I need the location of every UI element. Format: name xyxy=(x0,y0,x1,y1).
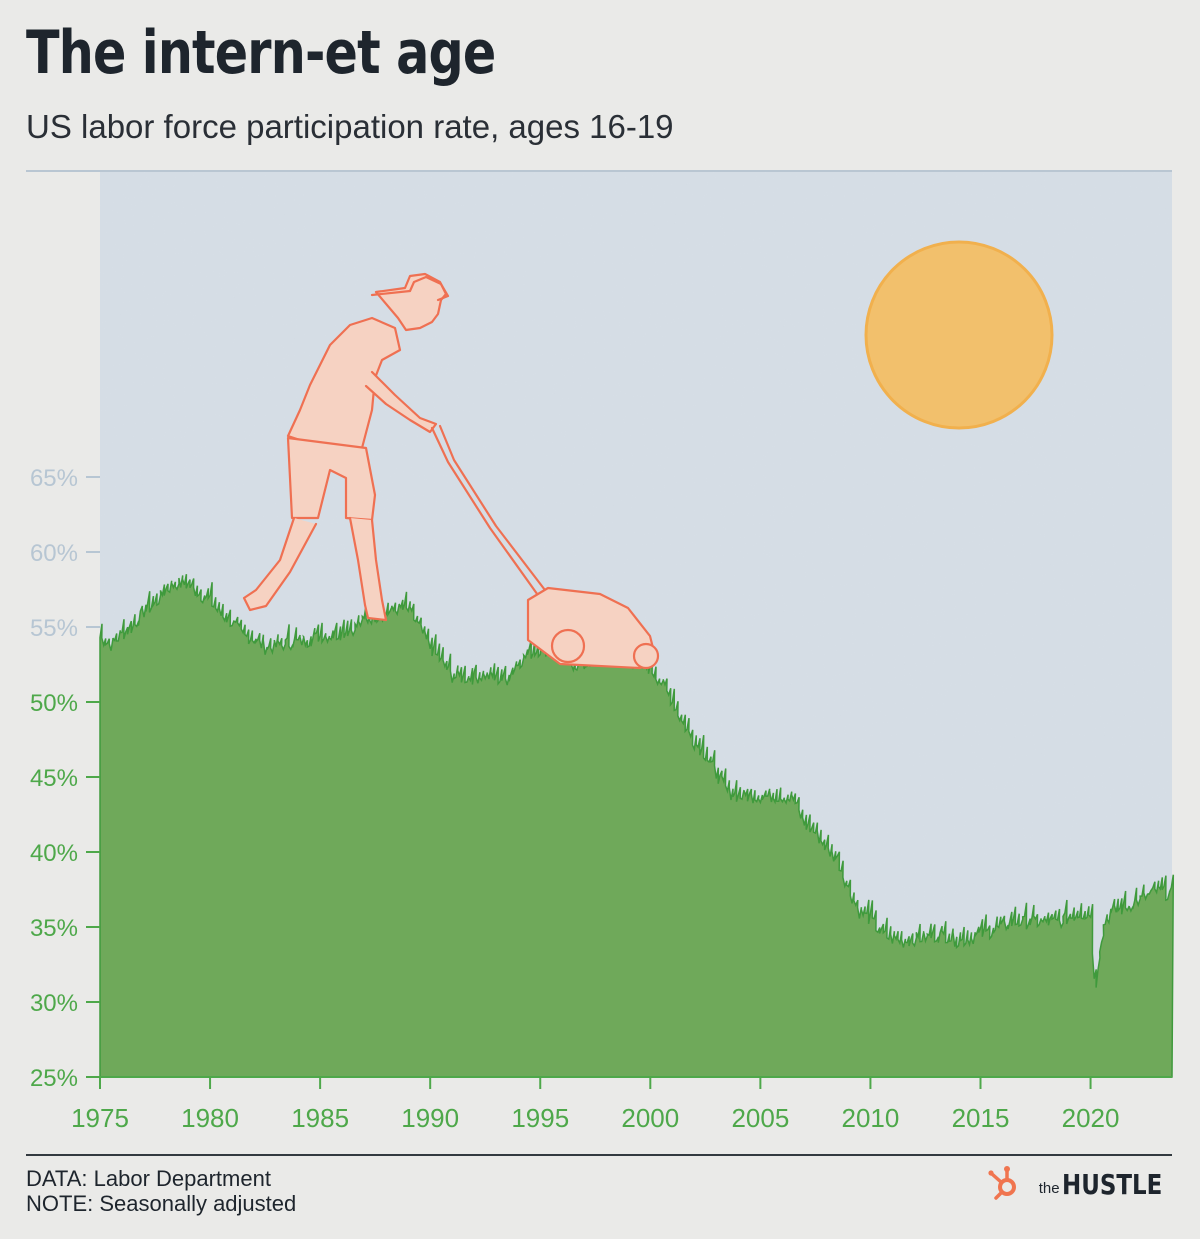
lawn-mowing-teen-illustration xyxy=(242,272,660,670)
y-tick-label: 35% xyxy=(30,915,78,942)
y-tick-label: 30% xyxy=(30,990,78,1017)
x-tick-label: 2020 xyxy=(1062,1103,1120,1133)
mower-rear-wheel xyxy=(550,628,586,664)
x-tick-label: 1985 xyxy=(291,1103,349,1133)
x-tick-label: 2010 xyxy=(842,1103,900,1133)
x-tick-label: 2015 xyxy=(952,1103,1010,1133)
y-axis: 25% 30% 35% 40% 45% 50% 55% 60% 65% xyxy=(30,465,100,1092)
mower-front-wheel xyxy=(632,642,660,670)
y-tick-label: 55% xyxy=(30,615,78,642)
participation-area-chart: 25% 30% 35% 40% 45% 50% 55% 60% 65% 1975 1980 1985… xyxy=(30,172,1175,1133)
seasonal-adjustment-note: NOTE: Seasonally adjusted xyxy=(26,1191,297,1216)
x-tick-label: 2005 xyxy=(731,1103,789,1133)
chart-subtitle: US labor force participation rate, ages … xyxy=(26,108,674,145)
x-tick-label: 1980 xyxy=(181,1103,239,1133)
sun xyxy=(864,240,1054,430)
x-tick-label: 2000 xyxy=(621,1103,679,1133)
cap xyxy=(370,275,450,302)
brand-hustle: HUSTLE xyxy=(1061,1168,1162,1201)
back-leg xyxy=(242,516,318,612)
bottom-divider xyxy=(26,1154,1172,1156)
head xyxy=(374,272,448,332)
x-tick-label: 1990 xyxy=(401,1103,459,1133)
y-tick-label: 40% xyxy=(30,840,78,867)
brand-the: the xyxy=(1038,1180,1060,1197)
y-tick-label: 45% xyxy=(30,765,78,792)
y-tick-label: 50% xyxy=(30,690,78,717)
chart-title: The intern-et age xyxy=(26,18,496,88)
the-hustle-logo: the HUSTLE xyxy=(1039,1168,1172,1201)
x-axis: 1975 1980 1985 1990 1995 2000 2005 2010 2015 2020 xyxy=(71,1076,1172,1133)
shorts xyxy=(286,436,377,522)
sun-illustration xyxy=(864,240,1054,430)
x-tick-label: 1975 xyxy=(71,1103,129,1133)
y-tick-label: 25% xyxy=(30,1065,78,1092)
data-source-note: DATA: Labor Department xyxy=(26,1166,271,1191)
y-tick-label: 65% xyxy=(30,465,78,492)
x-tick-label: 1995 xyxy=(511,1103,569,1133)
hubspot-sprocket-icon xyxy=(988,1166,1016,1200)
front-leg xyxy=(348,516,388,622)
top-divider xyxy=(26,170,1172,172)
y-tick-label: 60% xyxy=(30,540,78,567)
